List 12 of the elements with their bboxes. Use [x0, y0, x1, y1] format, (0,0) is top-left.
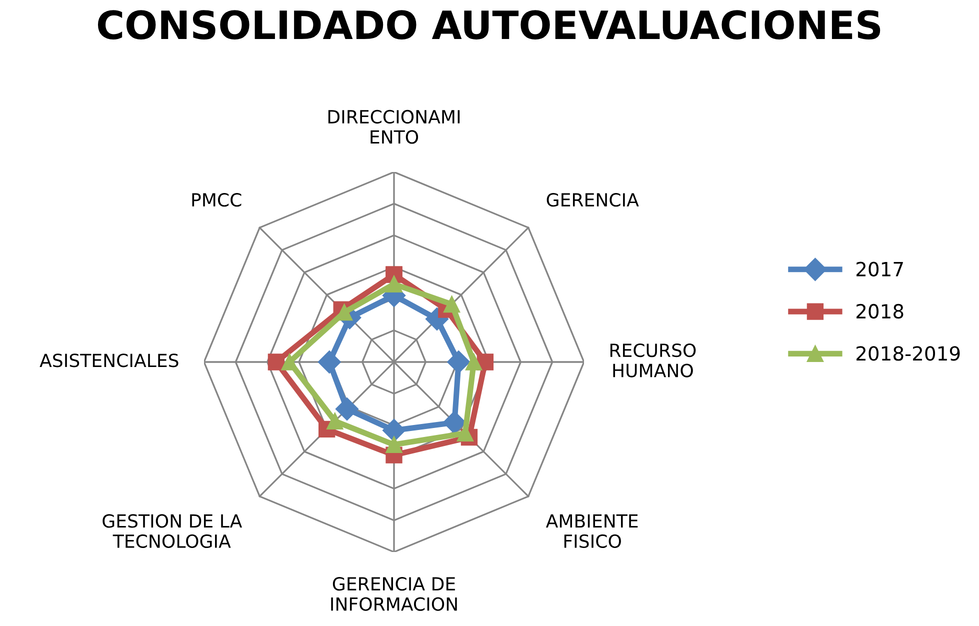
- spoke-label: DIRECCIONAMI ENTO: [328, 110, 460, 144]
- spoke-label: ASISTENCIALES: [40, 354, 178, 368]
- spoke-label: GERENCIA: [546, 193, 639, 207]
- spoke-label: AMBIENTE FISICO: [546, 514, 638, 548]
- spoke-label: PMCC: [192, 193, 242, 207]
- spoke-label: RECURSO HUMANO: [610, 343, 696, 378]
- spoke-label: GERENCIA DE INFORMACION: [331, 577, 457, 611]
- spoke-label: GESTION DE LA TECNOLOGIA: [102, 514, 242, 548]
- legend-label: 2018-2019: [856, 346, 960, 361]
- legend-label: 2017: [856, 262, 903, 276]
- chart-title: CONSOLIDADO AUTOEVALUACIONES: [98, 10, 880, 40]
- legend-label: 2018: [856, 304, 904, 319]
